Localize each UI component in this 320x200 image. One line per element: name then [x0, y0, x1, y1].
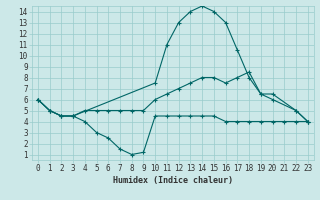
X-axis label: Humidex (Indice chaleur): Humidex (Indice chaleur): [113, 176, 233, 185]
